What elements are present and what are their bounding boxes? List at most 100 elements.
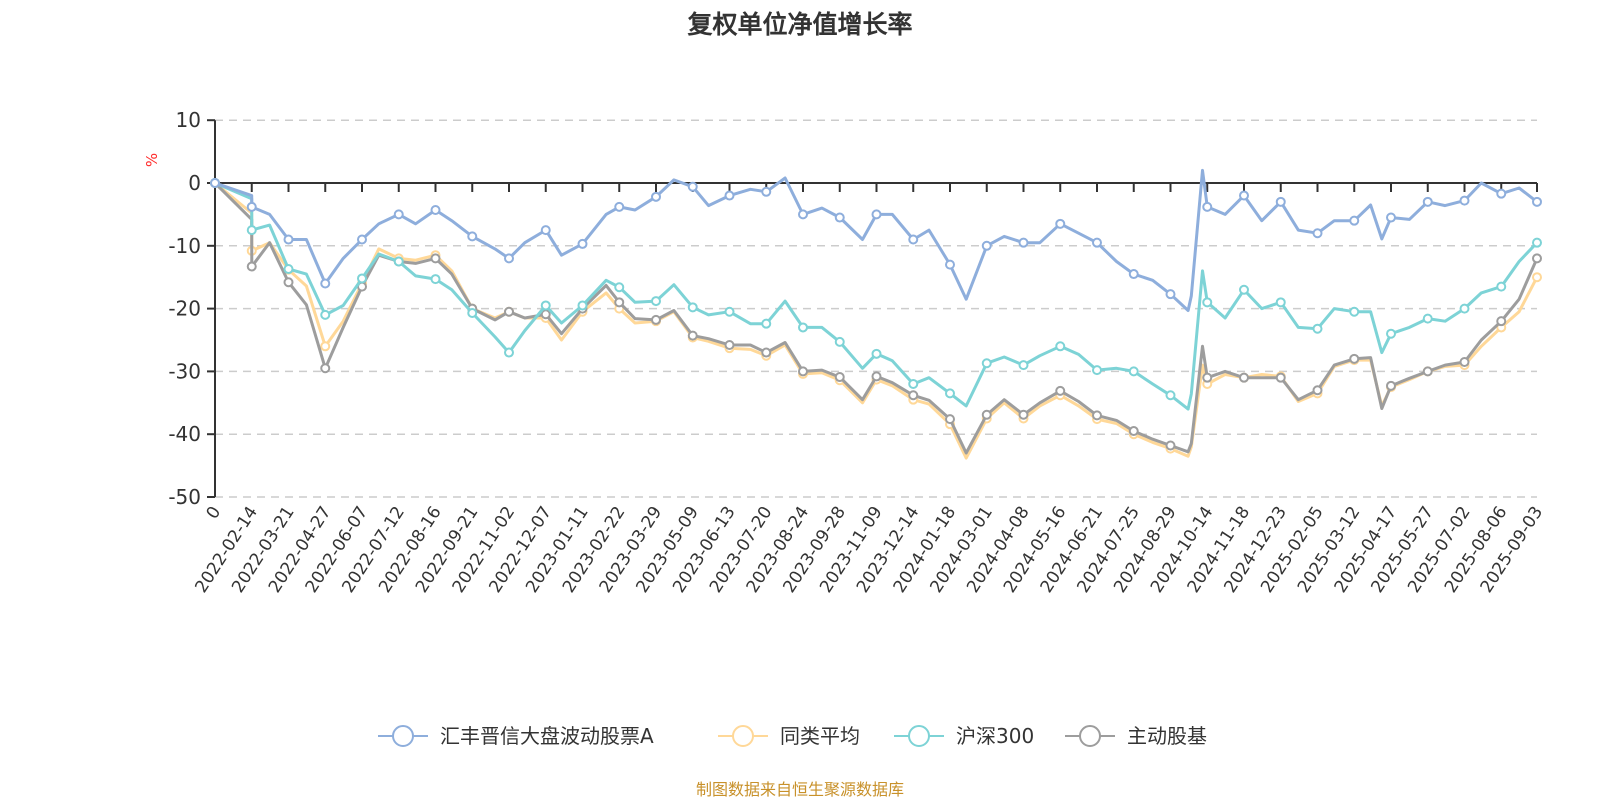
- y-tick-label: -50: [168, 485, 201, 509]
- data-point: [945, 388, 955, 399]
- data-point: [724, 306, 735, 317]
- data-point: [1165, 440, 1176, 451]
- y-tick-label: -40: [168, 422, 201, 446]
- y-axis-unit: %: [143, 153, 161, 167]
- y-tick-label: -10: [168, 234, 201, 258]
- data-point: [540, 300, 551, 311]
- chart-title: 复权单位净值增长率: [687, 10, 912, 39]
- data-point: [871, 348, 882, 359]
- data-point: [1018, 360, 1029, 371]
- legend-item[interactable]: 沪深300: [894, 724, 1034, 748]
- data-point: [908, 378, 919, 389]
- data-point: [1532, 253, 1542, 264]
- data-point: [540, 225, 551, 236]
- data-point: [1532, 196, 1542, 207]
- data-point: [283, 264, 294, 275]
- data-point: [724, 340, 735, 351]
- data-point: [1128, 269, 1139, 280]
- legend-item[interactable]: 同类平均: [718, 724, 860, 748]
- y-tick-label: -20: [168, 297, 201, 321]
- data-point: [1496, 281, 1507, 292]
- data-point: [1459, 195, 1470, 206]
- y-tick-label: 0: [188, 171, 201, 195]
- data-point: [1459, 303, 1470, 314]
- data-point: [467, 307, 478, 318]
- data-point: [504, 306, 514, 317]
- data-point: [1275, 297, 1286, 308]
- legend-item[interactable]: 汇丰晋信大盘波动股票A: [378, 724, 654, 748]
- data-point: [430, 253, 441, 264]
- data-point: [871, 209, 882, 220]
- data-point: [1386, 380, 1396, 391]
- data-point: [1239, 372, 1249, 383]
- data-point: [1239, 190, 1249, 201]
- data-point: [1055, 341, 1066, 352]
- data-point: [1349, 306, 1360, 317]
- series-3: [210, 178, 1542, 455]
- data-point: [1092, 237, 1102, 248]
- series-line: [213, 181, 1539, 455]
- data-point: [1202, 372, 1213, 383]
- data-point: [945, 414, 955, 425]
- data-point: [981, 240, 992, 251]
- data-point: [577, 238, 588, 249]
- data-point: [614, 297, 625, 308]
- data-point: [1239, 284, 1249, 295]
- data-point: [687, 302, 698, 313]
- data-point: [1055, 385, 1066, 396]
- legend-label: 沪深300: [956, 724, 1034, 748]
- data-point: [614, 282, 625, 293]
- data-point: [761, 347, 772, 358]
- data-point: [798, 322, 808, 333]
- data-point: [1459, 356, 1470, 367]
- data-point: [357, 273, 367, 284]
- data-point: [577, 300, 588, 311]
- data-point: [1496, 188, 1507, 199]
- data-point: [1422, 366, 1433, 377]
- data-point: [357, 234, 367, 245]
- series-0: [210, 168, 1542, 312]
- data-point: [1128, 426, 1139, 437]
- data-point: [467, 231, 478, 242]
- legend: 汇丰晋信大盘波动股票A 同类平均 沪深300 主动股基: [378, 724, 1207, 748]
- data-point: [504, 253, 514, 264]
- data-point: [1275, 196, 1286, 207]
- data-point: [1312, 385, 1323, 396]
- legend-circle-icon: [732, 725, 754, 747]
- data-point: [283, 277, 294, 288]
- data-point: [614, 201, 625, 212]
- data-point: [1386, 328, 1396, 339]
- data-point: [1312, 228, 1323, 239]
- data-point: [1349, 353, 1360, 364]
- data-point: [246, 261, 257, 272]
- data-point: [1386, 212, 1396, 223]
- series-line: [214, 168, 1538, 312]
- data-point: [320, 309, 331, 320]
- data-point: [761, 186, 772, 197]
- data-point: [1532, 237, 1542, 248]
- y-tick-label: -30: [168, 359, 201, 383]
- data-point: [834, 336, 845, 347]
- data-point: [1275, 372, 1286, 383]
- data-point: [320, 341, 331, 352]
- legend-item[interactable]: 主动股基: [1065, 724, 1207, 748]
- data-point: [687, 181, 698, 192]
- series-line: [214, 181, 1539, 411]
- data-point: [908, 234, 919, 245]
- legend-circle-icon: [908, 725, 930, 747]
- legend-label: 同类平均: [780, 724, 860, 748]
- data-point: [504, 347, 514, 358]
- data-point: [761, 318, 772, 329]
- data-point: [798, 209, 808, 220]
- x-tick-label: 0: [203, 503, 226, 523]
- data-point: [687, 330, 698, 341]
- data-point: [1422, 313, 1433, 324]
- data-point: [283, 234, 294, 245]
- data-point: [1349, 215, 1360, 226]
- data-point: [1202, 201, 1213, 212]
- legend-circle-icon: [1079, 725, 1101, 747]
- data-point: [393, 209, 404, 220]
- data-point: [1532, 272, 1542, 283]
- grid-lines: [215, 119, 1537, 498]
